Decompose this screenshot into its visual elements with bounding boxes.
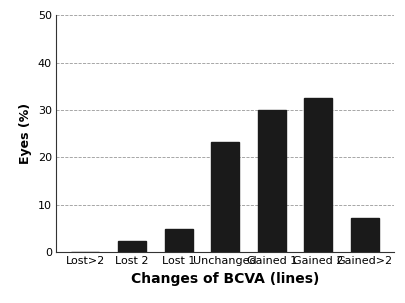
X-axis label: Changes of BCVA (lines): Changes of BCVA (lines) (130, 272, 318, 286)
Y-axis label: Eyes (%): Eyes (%) (19, 103, 32, 164)
Bar (164, 229, 192, 252)
Bar (211, 142, 239, 252)
Bar (350, 218, 378, 252)
Bar (257, 110, 285, 252)
Bar (303, 98, 331, 252)
Bar (118, 241, 145, 252)
